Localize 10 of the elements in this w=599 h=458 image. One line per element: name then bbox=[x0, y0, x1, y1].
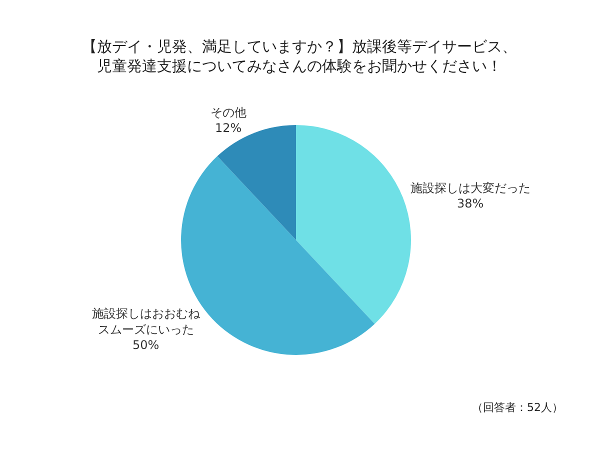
slice-label: 施設探しはおおむねスムーズにいった bbox=[92, 306, 201, 336]
text: （回答者：52人） bbox=[472, 401, 563, 414]
data-label: 38% bbox=[456, 196, 484, 210]
data-label: 50% bbox=[132, 338, 160, 352]
slice-label: その他 bbox=[210, 105, 246, 120]
slice-label: 施設探しは大変だった bbox=[410, 180, 530, 195]
data-label: 12% bbox=[214, 121, 242, 136]
chart-title: 【放デイ・児発、満足していますか？】放課後等デイサービス、児童発達支援についてみなさんの体験をお聞かせください！ bbox=[82, 37, 517, 75]
pie-slice bbox=[296, 125, 411, 324]
pie-slice bbox=[217, 125, 296, 240]
